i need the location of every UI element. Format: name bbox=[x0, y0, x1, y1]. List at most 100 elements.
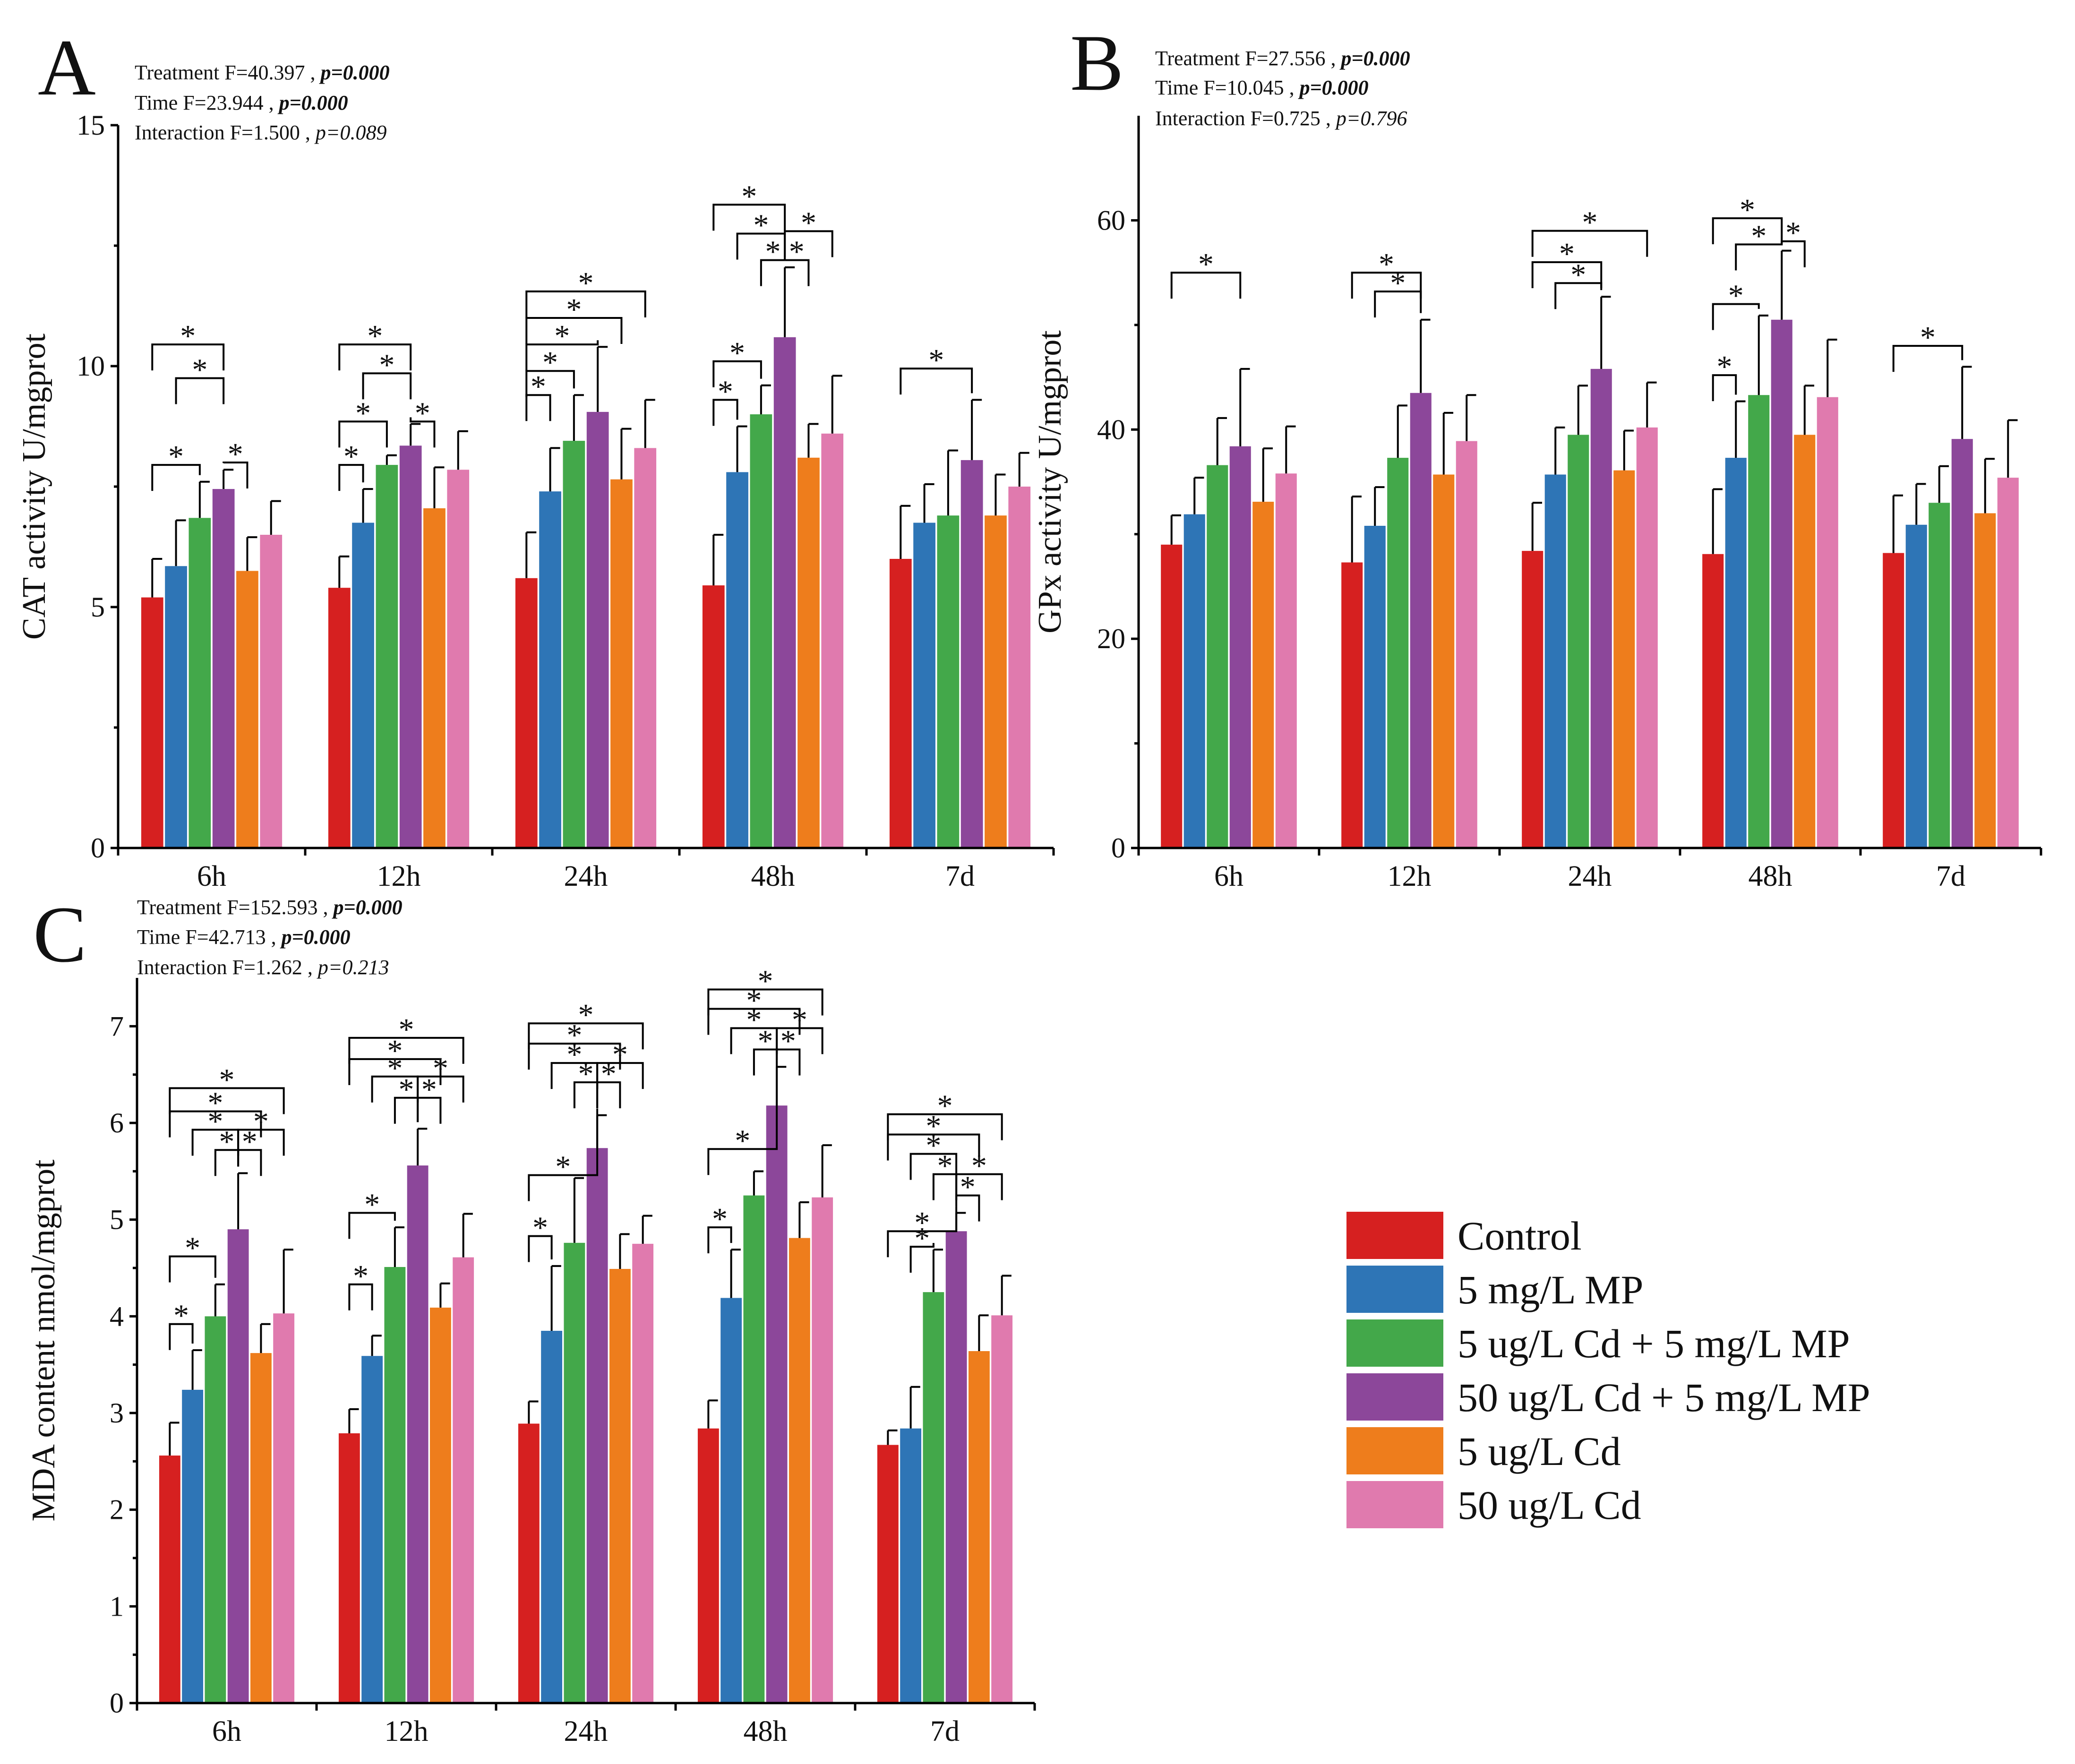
significance-bracket bbox=[525, 394, 551, 421]
significance-bracket bbox=[712, 399, 738, 426]
significance-bracket bbox=[707, 988, 823, 1016]
bar bbox=[159, 1456, 180, 1703]
panel-A: A Treatment F=40.397 , p=0.000 Time F=23.9… bbox=[16, 23, 1055, 892]
significance-bracket bbox=[707, 1060, 778, 1175]
significance-star: * bbox=[914, 1221, 930, 1256]
significance-bracket bbox=[169, 1323, 194, 1350]
significance-bracket bbox=[596, 1081, 621, 1109]
bar bbox=[541, 1331, 563, 1703]
y-tick-label: 0 bbox=[91, 832, 105, 864]
bar bbox=[1229, 446, 1251, 848]
bar bbox=[634, 448, 657, 848]
significance-bracket bbox=[525, 370, 575, 397]
y-tick-label: 7 bbox=[110, 1010, 124, 1042]
significance-star: * bbox=[207, 1086, 223, 1120]
legend-label: 50 ug/L Cd bbox=[1458, 1482, 1641, 1528]
bar bbox=[1341, 562, 1363, 848]
bar bbox=[773, 337, 796, 848]
significance-star: * bbox=[1728, 279, 1744, 313]
significance-star: * bbox=[746, 1002, 762, 1037]
significance-star: * bbox=[1740, 193, 1755, 227]
bar bbox=[141, 597, 163, 848]
significance-star: * bbox=[1582, 206, 1598, 240]
legend-label: 50 ug/L Cd + 5 mg/L MP bbox=[1458, 1375, 1870, 1420]
significance-bracket bbox=[338, 343, 412, 371]
stat-line: Time F=23.944 , p=0.000 bbox=[135, 91, 348, 114]
significance-bracket bbox=[1781, 240, 1806, 267]
bar bbox=[250, 1353, 272, 1703]
significance-star: * bbox=[937, 1089, 953, 1123]
significance-star: * bbox=[1390, 266, 1406, 300]
significance-bracket bbox=[1351, 272, 1422, 299]
bar bbox=[189, 518, 211, 848]
bar bbox=[407, 1165, 429, 1703]
significance-star: * bbox=[758, 964, 773, 999]
significance-bracket bbox=[237, 1149, 262, 1176]
bar bbox=[1252, 502, 1274, 848]
bar bbox=[1974, 513, 1996, 848]
bar bbox=[384, 1267, 406, 1703]
significance-star: * bbox=[729, 336, 745, 370]
legend-label: 5 ug/L Cd bbox=[1458, 1429, 1621, 1474]
significance-star: * bbox=[566, 1018, 582, 1053]
bar bbox=[1702, 554, 1724, 848]
significance-star: * bbox=[192, 353, 207, 387]
significance-star: * bbox=[228, 437, 243, 471]
panel-B: B Treatment F=27.556 , p=0.000 Time F=10.0… bbox=[1032, 18, 2042, 892]
bar bbox=[260, 535, 283, 848]
bar bbox=[1905, 524, 1927, 848]
significance-bracket bbox=[932, 1173, 958, 1200]
bar bbox=[1613, 470, 1635, 848]
significance-bracket bbox=[1554, 282, 1603, 309]
significance-bracket bbox=[338, 420, 388, 448]
bar bbox=[766, 1105, 788, 1703]
bar bbox=[821, 433, 844, 848]
bar bbox=[960, 460, 983, 848]
bar bbox=[1456, 441, 1477, 848]
bar bbox=[697, 1428, 719, 1703]
significance-star: * bbox=[180, 319, 196, 353]
bar bbox=[1929, 503, 1950, 848]
y-tick-label: 15 bbox=[77, 110, 105, 141]
significance-star: * bbox=[928, 343, 944, 377]
significance-bracket bbox=[237, 1129, 285, 1156]
bar bbox=[1433, 474, 1455, 848]
significance-star: * bbox=[712, 1202, 728, 1236]
significance-bracket bbox=[784, 259, 810, 286]
bar bbox=[1161, 544, 1183, 848]
bar bbox=[743, 1195, 765, 1703]
x-tick-label: 12h bbox=[385, 1715, 429, 1747]
bar bbox=[236, 571, 258, 848]
significance-star: * bbox=[399, 1072, 414, 1107]
bar bbox=[726, 472, 748, 848]
x-tick-label: 6h bbox=[212, 1715, 241, 1747]
significance-star: * bbox=[1716, 350, 1732, 384]
significance-bracket bbox=[151, 343, 225, 371]
significance-bracket bbox=[151, 464, 201, 491]
significance-star: * bbox=[1379, 247, 1394, 282]
legend-swatch bbox=[1346, 1427, 1443, 1474]
y-axis-label: MDA content nmol/mgprot bbox=[26, 1159, 62, 1522]
significance-bracket bbox=[887, 1113, 1003, 1140]
y-tick-label: 4 bbox=[110, 1301, 124, 1332]
significance-bracket bbox=[1374, 291, 1422, 317]
significance-bracket bbox=[776, 1027, 823, 1054]
bar bbox=[985, 515, 1007, 848]
bar bbox=[945, 1231, 967, 1703]
bar bbox=[1568, 435, 1589, 848]
bar bbox=[1997, 478, 2019, 848]
significance-bracket bbox=[1892, 345, 1964, 372]
bar bbox=[429, 1307, 451, 1703]
legend-label: Control bbox=[1458, 1213, 1582, 1259]
significance-star: * bbox=[415, 396, 430, 430]
significance-star: * bbox=[542, 345, 558, 380]
significance-bracket bbox=[596, 1062, 644, 1089]
y-tick-label: 40 bbox=[1097, 414, 1125, 445]
bar bbox=[399, 445, 422, 848]
bar bbox=[1817, 397, 1838, 848]
y-tick-label: 20 bbox=[1097, 623, 1125, 654]
significance-bracket bbox=[712, 204, 786, 231]
significance-star: * bbox=[758, 1024, 773, 1058]
stat-line: Treatment F=27.556 , p=0.000 bbox=[1155, 47, 1410, 70]
significance-bracket bbox=[784, 230, 833, 257]
